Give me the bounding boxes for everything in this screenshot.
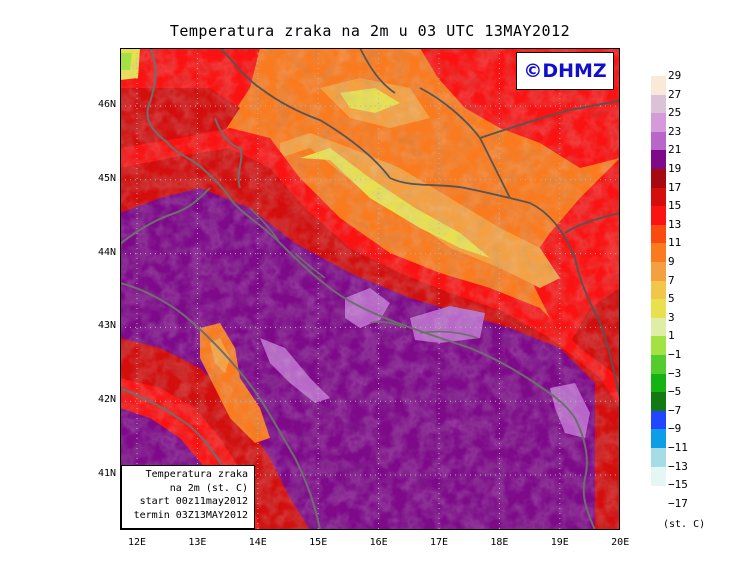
map-title: Temperatura zraka na 2m u 03 UTC 13MAY20… — [169, 22, 571, 40]
lon-label: 15E — [309, 537, 328, 548]
legend-label: 1 — [668, 329, 675, 343]
legend-label: 19 — [668, 162, 682, 175]
legend-swatch — [651, 113, 666, 133]
lon-label: 14E — [248, 537, 267, 548]
legend-swatch — [651, 466, 666, 486]
legend-swatch — [651, 94, 666, 114]
legend-label: 29 — [668, 69, 682, 82]
legend-label: 3 — [668, 310, 675, 324]
lon-label: 17E — [429, 537, 449, 548]
legend-swatch — [651, 169, 666, 189]
legend-label: 25 — [668, 106, 682, 120]
info-line: termin 03Z13MAY2012 — [133, 509, 248, 521]
legend-label: 9 — [668, 255, 675, 268]
temperature-field — [120, 48, 620, 530]
legend-swatch — [651, 392, 666, 412]
graticule — [120, 48, 620, 530]
legend-label: 5 — [668, 292, 675, 306]
legend-label: 7 — [668, 273, 675, 287]
legend-label: −15 — [668, 478, 688, 492]
credit-logo: ©DHMZ — [516, 52, 614, 90]
lon-label: 20E — [611, 537, 630, 548]
lat-label: 41N — [97, 468, 116, 479]
info-line: Temperatura zraka — [145, 469, 248, 480]
legend-label: −7 — [668, 403, 682, 417]
legend-label: 13 — [668, 217, 682, 231]
lat-label: 45N — [97, 172, 116, 184]
legend-label: 15 — [668, 199, 682, 213]
legend-label: −5 — [668, 385, 682, 399]
lon-label: 16E — [369, 537, 388, 548]
legend-swatch — [651, 448, 666, 468]
lat-label: 46N — [97, 99, 116, 110]
legend-label: 17 — [668, 180, 682, 194]
legend-swatch — [651, 206, 666, 226]
lon-label: 13E — [188, 537, 207, 548]
lat-label: 44N — [97, 246, 116, 258]
border-lines — [219, 48, 620, 399]
legend-swatch — [651, 355, 666, 375]
legend-label: −17 — [668, 496, 688, 510]
legend-swatch — [651, 429, 666, 449]
coastline-croatia — [146, 48, 576, 419]
legend-label: −9 — [668, 422, 682, 436]
lat-label: 42N — [97, 394, 116, 406]
legend-label: −13 — [668, 459, 688, 473]
lon-label: 12E — [127, 537, 147, 548]
lon-label: 18E — [490, 537, 509, 548]
legend-swatch — [651, 131, 666, 151]
info-box: Temperatura zraka na 2m (st. C) start 00… — [121, 465, 255, 529]
temperature-map: ©DHMZ Temperatura zraka na 2m (st. C) st… — [120, 48, 620, 530]
legend-label: −1 — [668, 348, 682, 361]
legend-swatch — [651, 299, 666, 319]
coastline-islands — [249, 207, 479, 339]
legend-label: −11 — [668, 441, 688, 454]
lat-label: 43N — [97, 320, 116, 332]
legend-label: −3 — [668, 366, 682, 380]
coastline-southeast — [574, 417, 596, 530]
legend-units: (st. C) — [663, 519, 706, 530]
legend-swatch — [651, 187, 666, 207]
info-line: na 2m (st. C) — [169, 482, 248, 494]
lon-label: 19E — [550, 537, 569, 548]
legend-swatch — [651, 373, 666, 393]
legend-swatch — [651, 317, 666, 337]
legend-swatch — [651, 243, 666, 263]
legend-swatch — [651, 336, 666, 356]
info-line: start 00z11may2012 — [139, 496, 248, 507]
legend-swatch — [651, 262, 666, 282]
legend-swatch — [651, 410, 666, 430]
legend-label: 27 — [668, 87, 682, 101]
legend-label: 11 — [668, 236, 682, 250]
legend-swatch — [651, 76, 666, 96]
legend-swatch — [651, 280, 666, 300]
legend-label: 23 — [668, 124, 682, 138]
legend-label: 21 — [668, 143, 682, 157]
legend-swatch — [651, 150, 666, 170]
field-texture — [120, 48, 620, 530]
legend-swatch — [651, 224, 666, 244]
